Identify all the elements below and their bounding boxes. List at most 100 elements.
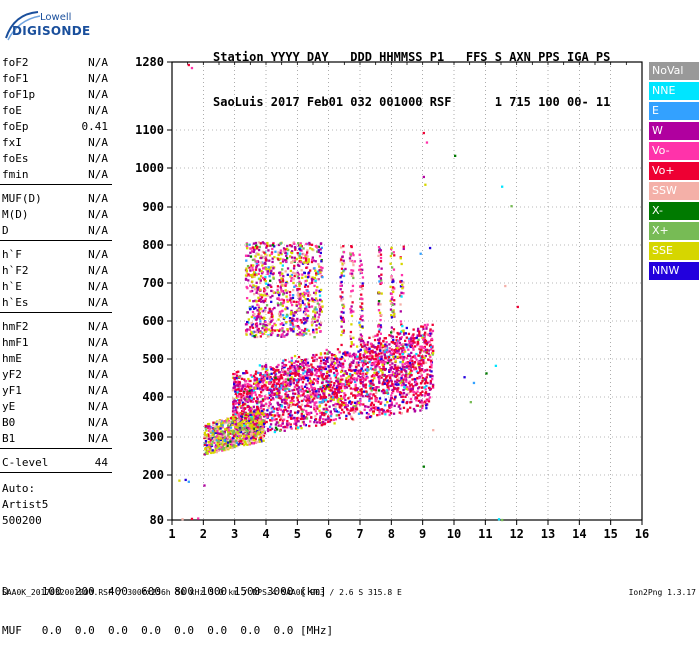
echo-point — [258, 308, 261, 311]
echo-point — [327, 380, 330, 384]
echo-point — [310, 416, 313, 419]
echo-point — [267, 322, 270, 326]
echo-point — [271, 244, 275, 247]
echo-point — [334, 405, 337, 408]
echo-point — [374, 368, 377, 372]
param-value: N/A — [88, 336, 108, 349]
echo-point — [359, 317, 362, 321]
echo-point — [292, 300, 295, 303]
echo-point — [417, 338, 420, 341]
param-value: N/A — [88, 352, 108, 365]
echo-point — [265, 304, 269, 307]
ionogram-plot: 1 2 3 4 5 6 7 8 9 10 11 12 13 14 15 1680200300400500600… — [135, 55, 649, 541]
echo-point — [307, 387, 311, 391]
echo-point — [288, 299, 292, 302]
echo-point — [364, 350, 367, 353]
echo-point — [235, 406, 238, 409]
echo-point — [339, 295, 342, 298]
y-tick-label: 400 — [142, 390, 164, 404]
echo-point — [383, 382, 386, 386]
echo-point — [242, 394, 245, 397]
echo-point — [283, 386, 287, 389]
echo-point — [412, 333, 415, 336]
echo-point — [383, 368, 386, 371]
param-value: 44 — [94, 456, 108, 469]
echo-point — [287, 415, 290, 419]
echo-point — [269, 379, 272, 382]
echo-point — [290, 414, 294, 417]
echo-point — [391, 290, 395, 294]
echo-point — [361, 395, 364, 398]
echo-point — [360, 297, 363, 300]
echo-point — [340, 375, 343, 378]
y-tick-label: 1000 — [135, 161, 164, 175]
echo-point — [226, 444, 229, 448]
echo-point — [251, 266, 254, 269]
echo-point — [255, 383, 258, 387]
echo-point — [349, 337, 353, 341]
echo-point — [333, 408, 336, 411]
echo-point — [313, 403, 316, 407]
echo-point — [240, 415, 243, 418]
echo-point — [244, 277, 248, 280]
echo-point — [421, 401, 424, 404]
echo-point — [419, 356, 423, 359]
echo-point — [306, 249, 309, 252]
echo-point — [306, 379, 310, 382]
echo-point — [271, 324, 274, 328]
echo-point — [342, 270, 345, 273]
echo-point — [312, 291, 316, 295]
echo-point — [290, 401, 293, 404]
echo-point — [414, 367, 418, 370]
echo-point — [289, 414, 292, 417]
echo-point — [311, 279, 314, 282]
echo-point — [407, 367, 411, 370]
echo-point — [241, 405, 244, 408]
legend-item-x-: X- — [649, 202, 699, 220]
echo-point — [314, 279, 317, 282]
echo-point — [391, 310, 394, 313]
echo-point — [407, 339, 411, 343]
echo-point — [252, 382, 256, 385]
echo-point — [311, 398, 314, 401]
echo-point — [350, 245, 353, 249]
echo-point — [416, 329, 420, 333]
echo-point — [429, 361, 433, 364]
echo-point — [265, 375, 268, 378]
echo-point — [280, 405, 284, 408]
echo-point — [397, 387, 400, 390]
echo-point — [359, 348, 363, 351]
echo-point — [271, 396, 274, 400]
echo-point — [392, 355, 395, 358]
echo-point — [296, 384, 299, 387]
echo-point — [342, 329, 345, 332]
echo-point — [280, 253, 283, 256]
echo-point — [262, 332, 266, 335]
echo-point — [240, 424, 244, 427]
echo-point — [350, 342, 353, 346]
echo-point — [239, 393, 243, 396]
echo-point — [319, 266, 322, 269]
echo-point — [217, 425, 220, 429]
echo-point — [364, 362, 367, 366]
echo-point — [254, 400, 258, 403]
echo-point — [239, 424, 242, 427]
echo-point — [302, 253, 305, 256]
echo-point — [351, 284, 355, 288]
echo-point — [402, 245, 405, 248]
echo-point — [400, 368, 403, 371]
echo-point — [271, 257, 274, 260]
echo-point — [399, 361, 402, 364]
param-row-m-d: M(D) N/A — [2, 208, 108, 224]
echo-point — [267, 294, 270, 297]
echo-point — [310, 297, 314, 300]
echo-point — [403, 350, 407, 353]
echo-point — [317, 395, 320, 398]
echo-point — [261, 264, 264, 267]
echo-point — [292, 267, 296, 270]
echo-point — [314, 410, 317, 413]
echo-point — [264, 365, 268, 368]
echo-point — [282, 380, 285, 384]
echo-point — [411, 387, 415, 390]
echo-point — [280, 395, 283, 398]
